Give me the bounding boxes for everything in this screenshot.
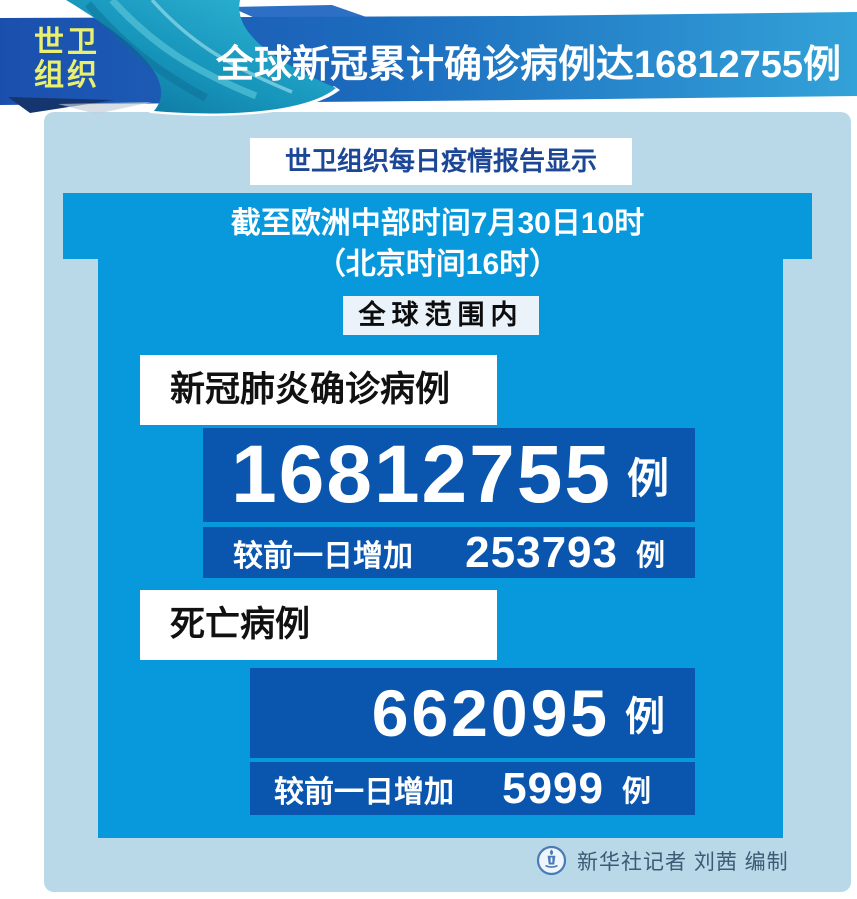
report-source-note: 世卫组织每日疫情报告显示 bbox=[250, 138, 632, 185]
header-banner-ribbon bbox=[0, 0, 857, 116]
confirmed-cases-label: 新冠肺炎确诊病例 bbox=[140, 355, 497, 425]
who-badge-line2: 组织 bbox=[34, 59, 100, 92]
footer-credit: 新华社记者 刘茜 编制 bbox=[536, 845, 789, 876]
report-time-line2: （北京时间16时） bbox=[315, 248, 560, 281]
confirmed-cases-total: 16812755 bbox=[231, 429, 612, 520]
report-time: 截至欧洲中部时间7月30日10时 （北京时间16时） bbox=[63, 203, 812, 285]
death-cases-total: 662095 bbox=[371, 676, 610, 750]
who-badge: 世卫 组织 bbox=[34, 26, 154, 92]
confirmed-cases-total-box: 16812755 例 bbox=[203, 428, 695, 522]
death-cases-label: 死亡病例 bbox=[140, 590, 497, 660]
death-delta-unit: 例 bbox=[621, 775, 651, 808]
blue-panel-top-band bbox=[63, 193, 812, 259]
ribbon-streak-1 bbox=[109, 0, 258, 100]
confirmed-cases-delta-box: 较前一日增加 253793 例 bbox=[203, 527, 695, 578]
ribbon-streak-2 bbox=[150, 0, 293, 94]
death-delta-value: 5999 bbox=[502, 763, 604, 813]
confirmed-cases-unit: 例 bbox=[626, 454, 669, 502]
ribbon-streak-3 bbox=[84, 1, 208, 102]
xinhua-logo-icon bbox=[536, 845, 567, 876]
banner-fold-left bbox=[8, 97, 114, 113]
banner-shadow-sliver bbox=[58, 102, 152, 114]
death-cases-delta-box: 较前一日增加 5999 例 bbox=[250, 762, 695, 815]
ribbon-outline bbox=[146, 86, 340, 116]
death-cases-unit: 例 bbox=[625, 695, 665, 739]
scope-label: 全球范围内 bbox=[343, 296, 539, 335]
credit-text: 新华社记者 刘茜 编制 bbox=[577, 850, 789, 874]
death-delta-label: 较前一日增加 bbox=[274, 775, 454, 809]
page-title: 全球新冠累计确诊病例达16812755例 bbox=[215, 44, 842, 86]
who-badge-line1: 世卫 bbox=[34, 26, 100, 59]
confirmed-delta-label: 较前一日增加 bbox=[233, 539, 413, 573]
report-time-line1: 截至欧洲中部时间7月30日10时 bbox=[230, 207, 645, 240]
death-cases-total-box: 662095 例 bbox=[250, 668, 695, 758]
confirmed-delta-value: 253793 bbox=[465, 527, 618, 577]
ribbon bbox=[66, 0, 336, 114]
confirmed-delta-unit: 例 bbox=[635, 539, 665, 572]
